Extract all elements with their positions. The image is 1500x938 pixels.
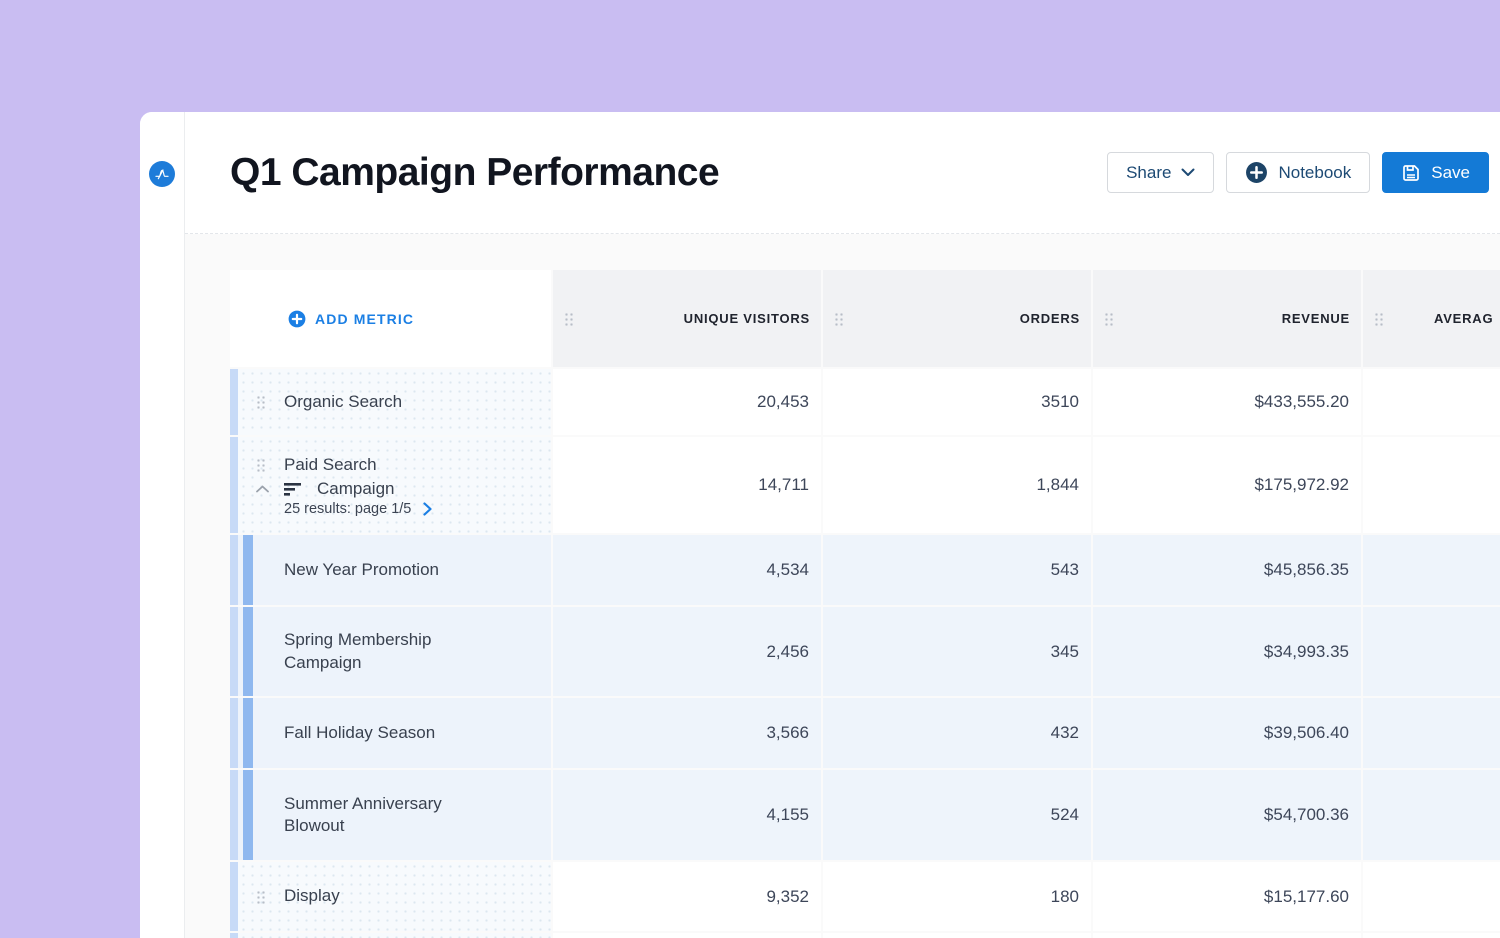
table-row-organic-search: Organic Search 20,453 3510 $433,555.20 bbox=[230, 369, 1500, 435]
top-toolbar: Q1 Campaign Performance Share Notebook bbox=[185, 112, 1500, 234]
drag-handle-icon[interactable] bbox=[1374, 311, 1383, 326]
share-button[interactable]: Share bbox=[1107, 152, 1215, 193]
metric-cell-orders: 180 bbox=[823, 862, 1091, 931]
pagination-text: 25 results: page 1/5 bbox=[284, 501, 412, 517]
add-metric-cell: ADD METRIC bbox=[230, 270, 551, 367]
column-header-label: AVERAG bbox=[1434, 311, 1494, 326]
notebook-button[interactable]: Notebook bbox=[1226, 152, 1371, 193]
column-header-orders[interactable]: ORDERS bbox=[823, 270, 1091, 367]
metric-cell-orders: 1,844 bbox=[823, 437, 1091, 533]
row-label-cell[interactable]: Display bbox=[230, 862, 551, 931]
row-label-cell[interactable]: Summer Anniversary Blowout bbox=[230, 770, 551, 860]
metric-cell-average bbox=[1363, 933, 1500, 938]
metric-cell-average bbox=[1363, 369, 1500, 435]
chevron-right-icon[interactable] bbox=[423, 502, 432, 516]
row-label-cell[interactable]: Fall Holiday Season bbox=[230, 698, 551, 768]
metric-cell-revenue: $34,993.35 bbox=[1093, 607, 1361, 696]
group-by-line: Campaign bbox=[230, 477, 543, 501]
drag-handle-icon[interactable] bbox=[256, 889, 265, 904]
table-row-partial bbox=[230, 933, 1500, 938]
metric-cell-unique-visitors: 2,456 bbox=[553, 607, 821, 696]
pagination: 25 results: page 1/5 bbox=[284, 501, 543, 517]
metric-cell-revenue bbox=[1093, 933, 1361, 938]
metric-cell-unique-visitors bbox=[553, 933, 821, 938]
drag-handle-icon[interactable] bbox=[256, 395, 265, 409]
metric-cell-revenue: $15,177.60 bbox=[1093, 862, 1361, 931]
row-label-cell[interactable]: Paid Search Campaign 25 results: page 1/… bbox=[230, 437, 551, 533]
row-label: Spring Membership Campaign bbox=[284, 630, 432, 672]
drag-handle-icon[interactable] bbox=[256, 458, 265, 472]
plus-circle-icon bbox=[288, 310, 306, 328]
column-header-label: UNIQUE VISITORS bbox=[683, 311, 810, 326]
metric-cell-revenue: $45,856.35 bbox=[1093, 535, 1361, 605]
row-label: Organic Search bbox=[284, 391, 403, 411]
metric-cell-average bbox=[1363, 535, 1500, 605]
metric-cell-orders: 345 bbox=[823, 607, 1091, 696]
row-label-cell[interactable]: New Year Promotion bbox=[230, 535, 551, 605]
drag-handle-icon[interactable] bbox=[834, 311, 843, 326]
column-header-label: ORDERS bbox=[1019, 311, 1080, 326]
metric-cell-orders: 543 bbox=[823, 535, 1091, 605]
share-button-label: Share bbox=[1126, 162, 1172, 182]
metric-cell-average bbox=[1363, 698, 1500, 768]
table-row-spring-membership-campaign: Spring Membership Campaign 2,456 345 $34… bbox=[230, 607, 1500, 696]
column-header-revenue[interactable]: REVENUE bbox=[1093, 270, 1361, 367]
row-label: Paid Search bbox=[284, 455, 377, 474]
table-row-new-year-promotion: New Year Promotion 4,534 543 $45,856.35 bbox=[230, 535, 1500, 605]
add-metric-label: ADD METRIC bbox=[315, 310, 415, 327]
table-row-paid-search: Paid Search Campaign 25 results: page 1/… bbox=[230, 437, 1500, 533]
row-label-cell[interactable]: Spring Membership Campaign bbox=[230, 607, 551, 696]
amplitude-logo-icon[interactable] bbox=[149, 161, 175, 187]
add-metric-button[interactable]: ADD METRIC bbox=[288, 310, 414, 328]
metric-cell-average bbox=[1363, 770, 1500, 860]
chevron-down-icon bbox=[1181, 168, 1195, 177]
metric-cell-revenue: $433,555.20 bbox=[1093, 369, 1361, 435]
content-area: ADD METRIC UNIQUE VISITORS ORDERS REVENU… bbox=[185, 234, 1500, 938]
row-label-cell[interactable] bbox=[230, 933, 551, 938]
metric-cell-average bbox=[1363, 437, 1500, 533]
row-label: Summer Anniversary Blowout bbox=[284, 793, 442, 835]
metric-cell-unique-visitors: 14,711 bbox=[553, 437, 821, 533]
plus-circle-icon bbox=[1245, 161, 1268, 184]
metric-cell-unique-visitors: 4,155 bbox=[553, 770, 821, 860]
metric-cell-orders: 3510 bbox=[823, 369, 1091, 435]
metric-cell-average bbox=[1363, 862, 1500, 931]
metric-cell-unique-visitors: 4,534 bbox=[553, 535, 821, 605]
column-header-average[interactable]: AVERAG bbox=[1363, 270, 1500, 367]
metric-cell-orders bbox=[823, 933, 1091, 938]
main-panel: Q1 Campaign Performance Share Notebook bbox=[185, 112, 1500, 938]
table-header-row: ADD METRIC UNIQUE VISITORS ORDERS REVENU… bbox=[230, 270, 1500, 367]
left-sidebar bbox=[140, 112, 185, 938]
metric-cell-orders: 432 bbox=[823, 698, 1091, 768]
row-label: New Year Promotion bbox=[284, 559, 439, 579]
column-header-unique-visitors[interactable]: UNIQUE VISITORS bbox=[553, 270, 821, 367]
save-button[interactable]: Save bbox=[1382, 152, 1489, 193]
row-label: Fall Holiday Season bbox=[284, 722, 436, 742]
save-icon bbox=[1401, 163, 1421, 183]
save-button-label: Save bbox=[1431, 162, 1470, 182]
chevron-up-icon[interactable] bbox=[256, 485, 270, 493]
row-label: Display bbox=[284, 886, 340, 906]
metric-cell-unique-visitors: 3,566 bbox=[553, 698, 821, 768]
metric-cell-orders: 524 bbox=[823, 770, 1091, 860]
drag-handle-icon[interactable] bbox=[1104, 311, 1113, 326]
notebook-button-label: Notebook bbox=[1278, 162, 1352, 182]
table-row-summer-anniversary-blowout: Summer Anniversary Blowout 4,155 524 $54… bbox=[230, 770, 1500, 860]
table-row-fall-holiday-season: Fall Holiday Season 3,566 432 $39,506.40 bbox=[230, 698, 1500, 768]
group-by-label: Campaign bbox=[317, 479, 395, 498]
metric-cell-unique-visitors: 9,352 bbox=[553, 862, 821, 931]
metric-cell-unique-visitors: 20,453 bbox=[553, 369, 821, 435]
column-header-label: REVENUE bbox=[1281, 311, 1350, 326]
metric-cell-revenue: $54,700.36 bbox=[1093, 770, 1361, 860]
drag-handle-icon[interactable] bbox=[564, 311, 573, 326]
metric-cell-revenue: $175,972.92 bbox=[1093, 437, 1361, 533]
app-window: Q1 Campaign Performance Share Notebook bbox=[140, 112, 1500, 938]
row-label-cell[interactable]: Organic Search bbox=[230, 369, 551, 435]
metric-cell-average bbox=[1363, 607, 1500, 696]
page-title: Q1 Campaign Performance bbox=[230, 150, 720, 194]
group-label-line: Paid Search bbox=[230, 453, 543, 477]
metric-cell-revenue: $39,506.40 bbox=[1093, 698, 1361, 768]
group-by-bars-icon bbox=[284, 482, 303, 497]
table-row-display: Display 9,352 180 $15,177.60 bbox=[230, 862, 1500, 931]
